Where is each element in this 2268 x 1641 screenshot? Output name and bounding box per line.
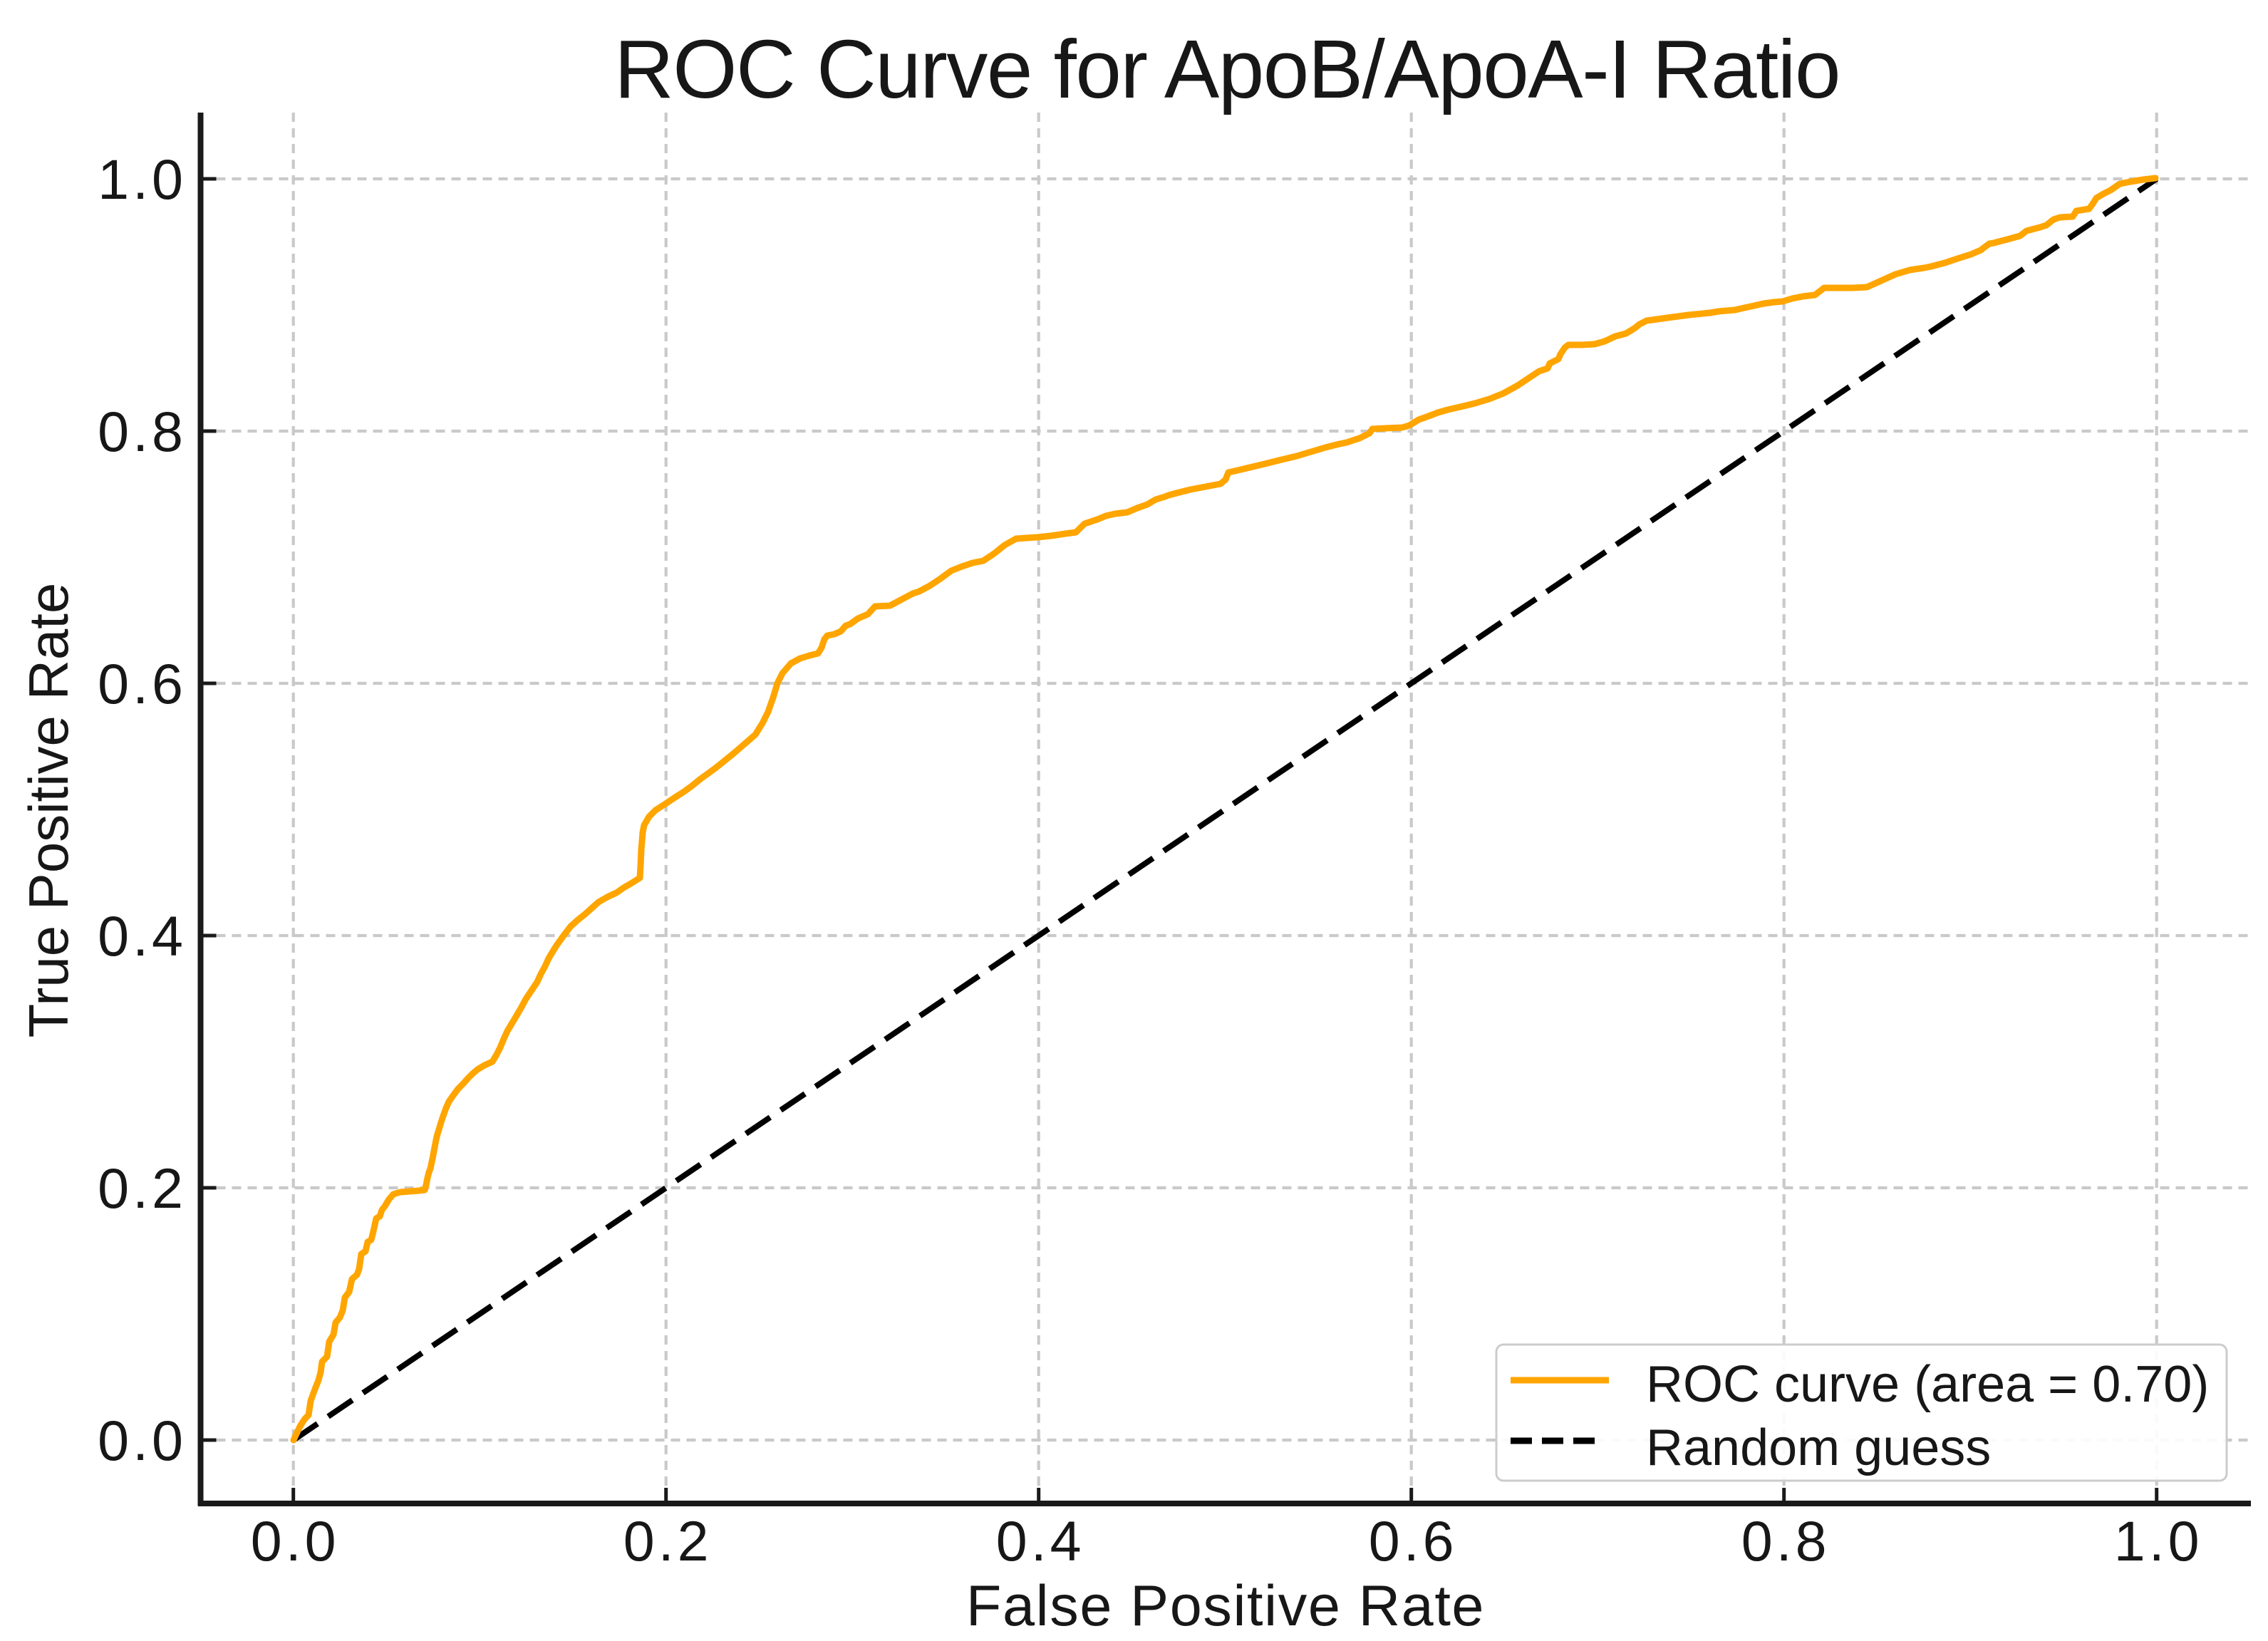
- svg-text:0.2: 0.2: [98, 1156, 187, 1220]
- svg-text:False Positive Rate: False Positive Rate: [966, 1574, 1485, 1638]
- svg-text:1.0: 1.0: [2114, 1509, 2203, 1573]
- svg-text:0.4: 0.4: [98, 904, 187, 968]
- svg-text:0.8: 0.8: [98, 400, 187, 463]
- svg-text:0.6: 0.6: [1369, 1509, 1458, 1573]
- svg-text:0.0: 0.0: [251, 1509, 340, 1573]
- svg-text:0.8: 0.8: [1741, 1509, 1831, 1573]
- svg-text:0.6: 0.6: [98, 652, 187, 715]
- svg-text:1.0: 1.0: [98, 147, 187, 211]
- svg-text:ROC Curve for ApoB/ApoA-I Rati: ROC Curve for ApoB/ApoA-I Ratio: [614, 23, 1840, 115]
- svg-text:Random guess: Random guess: [1646, 1419, 1991, 1476]
- svg-text:0.0: 0.0: [98, 1409, 187, 1472]
- svg-text:ROC curve (area = 0.70): ROC curve (area = 0.70): [1646, 1356, 2209, 1413]
- svg-text:0.4: 0.4: [996, 1509, 1085, 1573]
- svg-text:0.2: 0.2: [623, 1509, 713, 1573]
- svg-text:True Positive Rate: True Positive Rate: [17, 583, 80, 1038]
